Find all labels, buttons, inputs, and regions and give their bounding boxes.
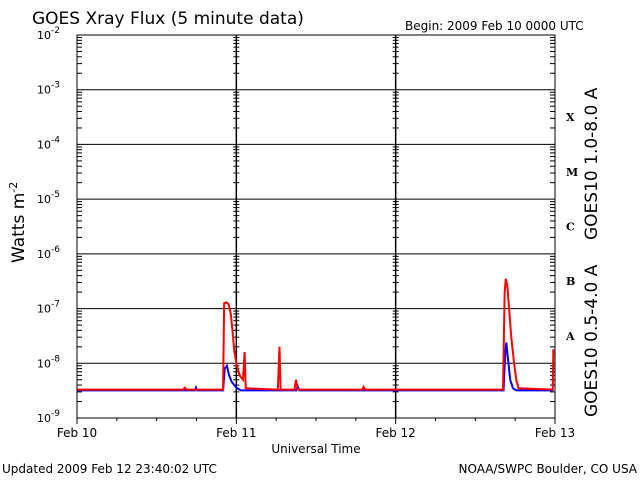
- x-tick-labels: Feb 10 Feb 11 Feb 12 Feb 13: [57, 418, 575, 440]
- x-axis-label: Universal Time: [271, 442, 360, 456]
- y-tick--6: 10-6: [37, 245, 60, 261]
- flare-class-m: M: [566, 166, 578, 179]
- flare-class-labels: A B C M X: [565, 111, 578, 343]
- flare-class-b: B: [566, 275, 575, 288]
- series-layer: [77, 278, 555, 392]
- minor-ticks: [77, 37, 555, 403]
- y-tick-labels: 10-9 10-8 10-7 10-6 10-5 10-4 10-3 10-2: [37, 26, 60, 425]
- flare-class-x: X: [566, 111, 575, 124]
- y-tick--3: 10-3: [37, 81, 60, 97]
- updated-time: Updated 2009 Feb 12 23:40:02 UTC: [2, 462, 217, 476]
- x-tick-label: Feb 11: [216, 426, 256, 440]
- series-short-channel-line: [77, 342, 554, 392]
- y-tick--2: 10-2: [37, 26, 60, 42]
- legend-short-channel: GOES10 0.5-4.0 A: [582, 264, 602, 417]
- flare-class-a: A: [565, 330, 575, 343]
- y-tick--4: 10-4: [37, 135, 60, 151]
- y-axis-label: Watts m-2: [7, 182, 29, 263]
- chart-title: GOES Xray Flux (5 minute data): [32, 9, 304, 29]
- y-tick--7: 10-7: [37, 300, 60, 316]
- x-tick-label: Feb 10: [57, 426, 97, 440]
- y-tick--8: 10-8: [37, 354, 60, 370]
- y-tick--5: 10-5: [37, 190, 60, 206]
- plot-frame: [76, 34, 556, 419]
- y-tick--9: 10-9: [37, 409, 60, 425]
- decade-grid: [77, 89, 555, 364]
- begin-time: Begin: 2009 Feb 10 0000 UTC: [405, 19, 584, 33]
- source-credit: NOAA/SWPC Boulder, CO USA: [459, 462, 638, 476]
- x-tick-label: Feb 13: [535, 426, 575, 440]
- day-dividers: [235, 35, 397, 418]
- legend-long-channel: GOES10 1.0-8.0 A: [582, 87, 602, 240]
- series-long-channel-line: [77, 278, 555, 391]
- x-tick-label: Feb 12: [375, 426, 415, 440]
- flare-class-c: C: [566, 221, 575, 234]
